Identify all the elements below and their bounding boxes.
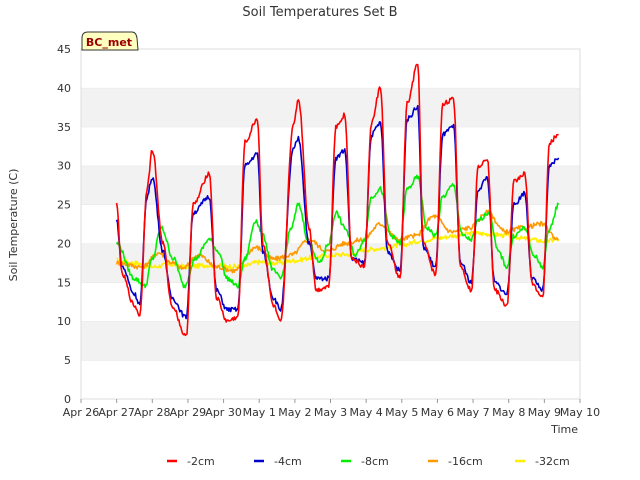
series-line-2cmcm [115, 63, 559, 337]
y-tick-label: 35 [57, 121, 71, 134]
station-label-box: BC_met [81, 31, 139, 51]
station-label: BC_met [86, 36, 132, 49]
x-tick-label: May 3 [314, 406, 347, 419]
y-tick-label: 25 [57, 199, 71, 212]
y-tick-label: 30 [57, 160, 71, 173]
grid-band [81, 87, 580, 127]
y-tick-label: 0 [64, 393, 71, 406]
legend: -2cm -4cm -8cm -16cm -32cm [167, 455, 570, 468]
y-tick-label: 10 [57, 315, 71, 328]
x-tick-label: Apr 29 [170, 406, 207, 419]
legend-label: -16cm [448, 455, 483, 468]
legend-label: -2cm [187, 455, 215, 468]
grid-band [81, 49, 580, 88]
grid-bands [81, 48, 580, 399]
y-tick-label: 45 [57, 43, 71, 56]
x-tick-label: May 2 [278, 406, 311, 419]
y-tick-label: 5 [64, 354, 71, 367]
y-tick-label: 15 [57, 276, 71, 289]
legend-label: -8cm [361, 455, 389, 468]
x-tick-label: May 7 [456, 406, 489, 419]
x-tick-label: May 6 [421, 406, 454, 419]
grid-band [81, 360, 580, 399]
x-tick-label: Apr 28 [134, 406, 171, 419]
grid-band [81, 165, 580, 205]
legend-label: -4cm [274, 455, 302, 468]
legend-label: -32cm [535, 455, 570, 468]
grid-band [81, 126, 580, 166]
chart-title: Soil Temperatures Set B [242, 5, 397, 20]
y-axis-label: Soil Temperature (C) [7, 169, 20, 282]
x-axis-ticks: Apr 26 Apr 27 Apr 28 Apr 29 Apr 30 May 1 May 2… [63, 399, 600, 419]
x-tick-label: Apr 26 [63, 406, 100, 419]
grid-band [81, 321, 580, 361]
x-tick-label: Apr 27 [98, 406, 135, 419]
y-tick-label: 20 [57, 237, 71, 250]
y-axis-ticks: 0 5 10 15 20 25 30 35 40 45 [57, 43, 71, 406]
series-layer [115, 63, 560, 337]
grid-band [81, 282, 580, 322]
y-tick-label: 40 [57, 82, 71, 95]
x-tick-label: May 1 [243, 406, 276, 419]
x-tick-label: May 5 [385, 406, 418, 419]
x-tick-label: May 4 [350, 406, 383, 419]
x-tick-label: May 9 [528, 406, 561, 419]
x-tick-label: Apr 30 [205, 406, 242, 419]
x-tick-label: May 10 [560, 406, 600, 419]
x-tick-label: May 8 [492, 406, 525, 419]
x-axis-label: Time [550, 423, 578, 436]
